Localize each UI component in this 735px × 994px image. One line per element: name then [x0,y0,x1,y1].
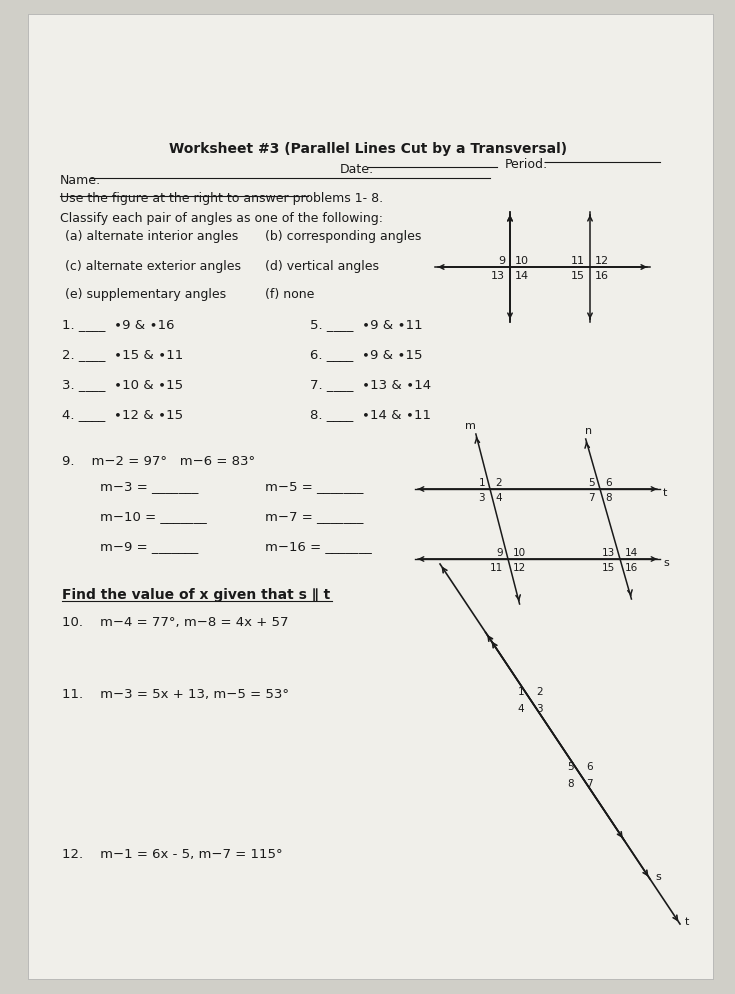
Text: 5. ____  ∙9 & ∙11: 5. ____ ∙9 & ∙11 [310,318,423,331]
Text: 16: 16 [625,563,638,573]
Text: 9: 9 [496,548,503,558]
Text: 6: 6 [605,477,612,487]
Text: s: s [655,871,661,881]
Text: 4: 4 [495,492,501,503]
Text: Period:: Period: [505,158,548,171]
Text: m−16 = _______: m−16 = _______ [265,540,372,553]
Text: 1. ____  ∙9 & ∙16: 1. ____ ∙9 & ∙16 [62,318,174,331]
Text: 6. ____  ∙9 & ∙15: 6. ____ ∙9 & ∙15 [310,348,423,361]
Text: 5: 5 [589,477,595,487]
Text: Use the figure at the right to answer problems 1- 8.: Use the figure at the right to answer pr… [60,192,383,205]
Text: 3. ____  ∙10 & ∙15: 3. ____ ∙10 & ∙15 [62,378,183,391]
Text: 2: 2 [495,477,501,487]
Text: 6: 6 [586,761,592,771]
FancyBboxPatch shape [28,15,713,979]
Text: 4. ____  ∙12 & ∙15: 4. ____ ∙12 & ∙15 [62,408,183,420]
Text: Find the value of x given that s ∥ t: Find the value of x given that s ∥ t [62,587,330,601]
Text: (e) supplementary angles: (e) supplementary angles [65,287,226,301]
Text: 16: 16 [595,270,609,280]
Text: Classify each pair of angles as one of the following:: Classify each pair of angles as one of t… [60,212,383,225]
Text: 11: 11 [490,563,503,573]
Text: m−9 = _______: m−9 = _______ [100,540,198,553]
Text: 7: 7 [586,778,592,788]
Text: t: t [685,916,689,926]
Text: 5: 5 [567,761,574,771]
Text: 11.    m−3 = 5x + 13, m−5 = 53°: 11. m−3 = 5x + 13, m−5 = 53° [62,687,289,701]
Text: (a) alternate interior angles: (a) alternate interior angles [65,230,238,243]
Text: m−5 = _______: m−5 = _______ [265,479,363,492]
Text: 13: 13 [491,270,505,280]
Text: m: m [465,420,476,430]
Text: 15: 15 [602,563,615,573]
Text: 9: 9 [498,255,505,265]
Text: 8: 8 [567,778,574,788]
Text: t: t [663,487,667,498]
Text: m−10 = _______: m−10 = _______ [100,510,207,523]
Text: n: n [585,425,592,435]
Text: 7: 7 [589,492,595,503]
Text: 11: 11 [571,255,585,265]
Text: 8: 8 [605,492,612,503]
Text: 3: 3 [536,704,542,714]
Text: 10: 10 [515,255,529,265]
Text: Worksheet #3 (Parallel Lines Cut by a Transversal): Worksheet #3 (Parallel Lines Cut by a Tr… [169,142,567,156]
Text: 15: 15 [571,270,585,280]
Text: 12: 12 [595,255,609,265]
Text: 8. ____  ∙14 & ∙11: 8. ____ ∙14 & ∙11 [310,408,431,420]
Text: 13: 13 [602,548,615,558]
Text: (b) corresponding angles: (b) corresponding angles [265,230,421,243]
Text: 14: 14 [515,270,529,280]
Text: 2. ____  ∙15 & ∙11: 2. ____ ∙15 & ∙11 [62,348,183,361]
Text: 3: 3 [478,492,485,503]
Text: s: s [663,558,669,568]
Text: 7. ____  ∙13 & ∙14: 7. ____ ∙13 & ∙14 [310,378,431,391]
Text: (c) alternate exterior angles: (c) alternate exterior angles [65,259,241,272]
Text: 1: 1 [478,477,485,487]
Text: 12: 12 [513,563,526,573]
Text: 10: 10 [513,548,526,558]
Text: (f) none: (f) none [265,287,315,301]
Text: 14: 14 [625,548,638,558]
Text: 4: 4 [517,704,524,714]
Text: m−3 = _______: m−3 = _______ [100,479,198,492]
Text: 12.    m−1 = 6x - 5, m−7 = 115°: 12. m−1 = 6x - 5, m−7 = 115° [62,847,283,860]
Text: Date:: Date: [340,163,374,176]
Text: Name:: Name: [60,174,101,187]
Text: (d) vertical angles: (d) vertical angles [265,259,379,272]
Text: 9.    m−2 = 97°   m−6 = 83°: 9. m−2 = 97° m−6 = 83° [62,454,255,467]
Text: 2: 2 [536,686,542,697]
Text: 10.    m−4 = 77°, m−8 = 4x + 57: 10. m−4 = 77°, m−8 = 4x + 57 [62,615,289,628]
Text: m−7 = _______: m−7 = _______ [265,510,363,523]
Text: 1: 1 [517,686,524,697]
